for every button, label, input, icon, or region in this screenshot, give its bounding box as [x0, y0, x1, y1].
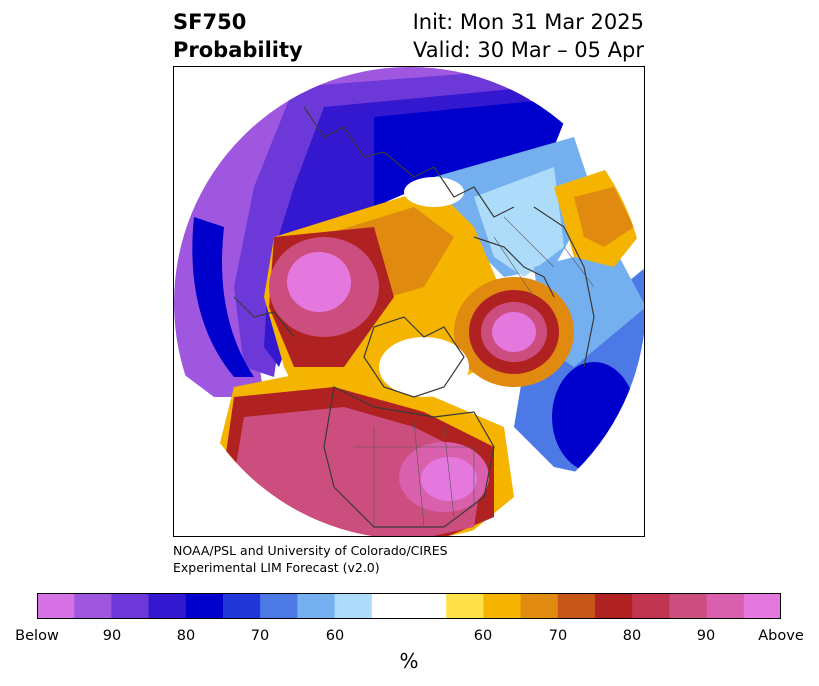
colorbar-swatch	[669, 593, 708, 619]
coastlines	[233, 106, 635, 528]
forecast-dates: Init: Mon 31 Mar 2025 Valid: 30 Mar – 05…	[413, 8, 644, 64]
colorbar-swatch	[74, 593, 112, 619]
colorbar-swatch	[260, 593, 298, 619]
colorbar-tick-above-60: 60	[473, 628, 493, 644]
colorbar-swatch	[148, 593, 187, 619]
variable-name: SF750	[173, 10, 247, 34]
colorbar-tick-above: Above	[758, 628, 804, 644]
colorbar-tick-below-70: 70	[250, 628, 270, 644]
colorbar-tick-above-70: 70	[548, 628, 568, 644]
variable-type: Probability	[173, 38, 303, 62]
variable-title: SF750 Probability	[173, 8, 303, 64]
colorbar-tick-above-90: 90	[696, 628, 716, 644]
colorbar-swatch	[557, 593, 596, 619]
colorbar-swatch	[185, 593, 224, 619]
colorbar-unit: %	[399, 649, 419, 673]
above-south-peak	[421, 457, 477, 501]
neutral-patch	[379, 337, 469, 397]
colorbar-swatch	[37, 593, 75, 619]
credit-line-1: NOAA/PSL and University of Colorado/CIRE…	[173, 543, 448, 558]
credit-text: NOAA/PSL and University of Colorado/CIRE…	[173, 542, 448, 576]
colorbar-swatch	[706, 593, 745, 619]
colorbar-swatch	[223, 593, 261, 619]
below-core-east	[552, 362, 636, 472]
colorbar	[37, 593, 781, 619]
above-west-core	[287, 252, 351, 312]
colorbar-swatch	[632, 593, 670, 619]
colorbar-swatch	[446, 593, 484, 619]
above-atlantic-core	[492, 312, 536, 352]
probability-map	[173, 66, 645, 537]
colorbar-swatch	[520, 593, 559, 619]
colorbar-svg	[37, 593, 781, 619]
colorbar-tick-below: Below	[15, 628, 59, 644]
colorbar-swatch	[483, 593, 522, 619]
colorbar-tick-below-60: 60	[325, 628, 345, 644]
valid-range: Valid: 30 Mar – 05 Apr	[413, 38, 644, 62]
colorbar-swatch	[297, 593, 336, 619]
colorbar-swatch	[111, 593, 150, 619]
colorbar-swatch	[743, 593, 781, 619]
colorbar-swatch	[409, 593, 447, 619]
polar-map-svg	[174, 67, 644, 536]
colorbar-swatch	[595, 593, 633, 619]
borders	[354, 216, 595, 528]
colorbar-swatch	[334, 593, 373, 619]
above-northeast-core	[574, 187, 634, 247]
below-arc-west	[192, 217, 254, 377]
colorbar-tick-below-80: 80	[176, 628, 196, 644]
colorbar-swatch	[371, 593, 410, 619]
init-date: Init: Mon 31 Mar 2025	[412, 10, 644, 34]
colorbar-tick-below-90: 90	[102, 628, 122, 644]
colorbar-border	[37, 593, 781, 619]
below-pale-north	[474, 167, 564, 277]
colorbar-tick-above-80: 80	[622, 628, 642, 644]
neutral-patch-north	[404, 177, 464, 207]
credit-line-2: Experimental LIM Forecast (v2.0)	[173, 560, 380, 575]
